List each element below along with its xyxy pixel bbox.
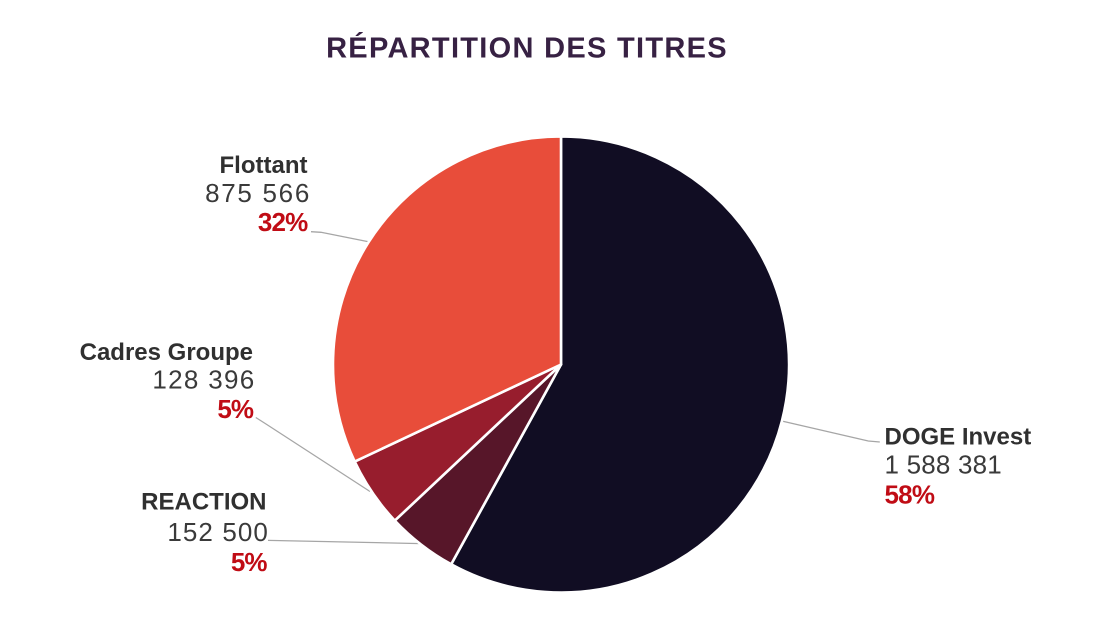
svg-text:Cadres Groupe: Cadres Groupe xyxy=(80,339,253,366)
svg-text:5%: 5% xyxy=(217,394,253,424)
svg-text:32%: 32% xyxy=(258,207,308,237)
svg-text:152 500: 152 500 xyxy=(167,517,269,547)
svg-text:REACTION: REACTION xyxy=(141,489,266,516)
svg-text:128 396: 128 396 xyxy=(152,365,255,395)
svg-text:RÉPARTITION DES TITRES: RÉPARTITION DES TITRES xyxy=(326,31,728,65)
svg-text:1 588 381: 1 588 381 xyxy=(885,450,1002,480)
svg-text:DOGE Invest: DOGE Invest xyxy=(885,423,1032,450)
svg-text:5%: 5% xyxy=(231,547,267,577)
svg-text:Flottant: Flottant xyxy=(220,152,308,179)
svg-text:875 566: 875 566 xyxy=(205,178,311,208)
svg-text:58%: 58% xyxy=(885,480,935,510)
